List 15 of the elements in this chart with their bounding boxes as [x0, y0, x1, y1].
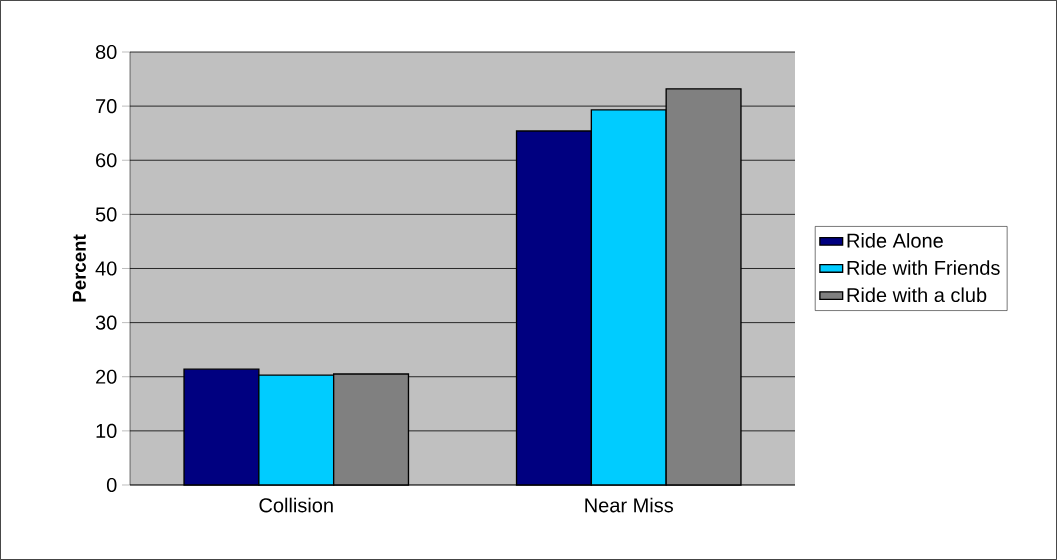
- y-tick-label: 40: [95, 261, 117, 276]
- x-tick-label: Near Miss: [585, 497, 673, 513]
- y-tick-label: 10: [96, 423, 117, 438]
- y-tick-label: 80: [95, 44, 117, 60]
- y-tick-label: 50: [95, 207, 117, 222]
- y-tick-label: 70: [96, 99, 117, 114]
- legend-label: Ride with a club: [847, 287, 987, 303]
- y-tick-label: 0: [106, 477, 117, 493]
- legend-label: Ride with Friends: [847, 260, 1000, 275]
- y-axis-title: Percent: [72, 234, 86, 302]
- y-tick-label: 30: [95, 315, 117, 330]
- y-tick-label: 60: [96, 153, 117, 168]
- x-tick-label: Collision: [259, 497, 333, 513]
- legend-label: Ride Alone: [847, 233, 943, 248]
- y-tick-label: 20: [96, 369, 117, 384]
